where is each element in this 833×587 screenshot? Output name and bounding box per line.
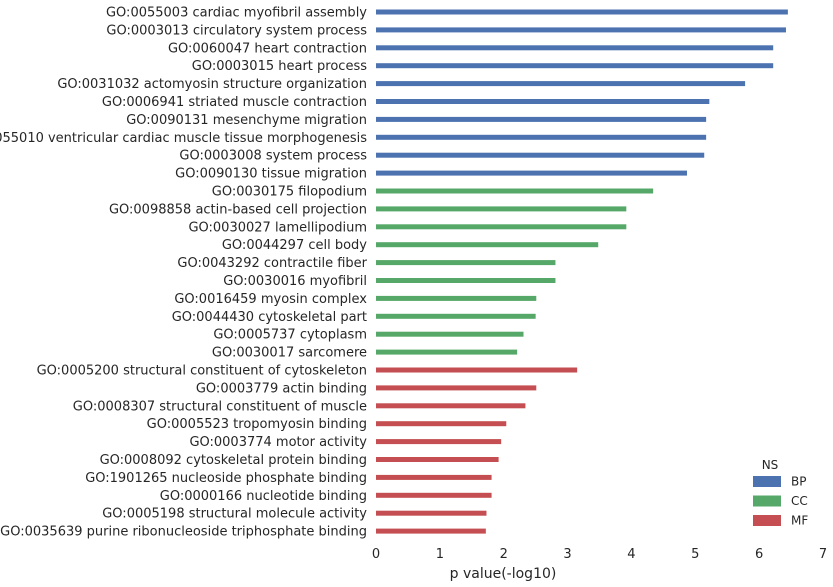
category-label: GO:0044430 cytoskeletal part: [172, 310, 367, 325]
bar: [376, 27, 786, 33]
category-label: GO:0030175 filopodium: [212, 185, 367, 200]
x-tick-label: 7: [819, 547, 827, 562]
x-tick-label: 5: [691, 547, 699, 562]
category-label: GO:0030016 myofibril: [223, 274, 367, 289]
category-label: GO:0008092 cytoskeletal protein binding: [100, 453, 367, 468]
category-label: GO:0090130 tissue migration: [175, 167, 367, 182]
category-label: GO:0043292 contractile fiber: [177, 256, 367, 271]
bar: [376, 439, 502, 445]
bar: [376, 331, 524, 337]
x-tick-label: 6: [755, 547, 763, 562]
legend-swatch: [753, 495, 781, 507]
category-label: GO:0003008 system process: [179, 149, 367, 164]
x-tick-label: 4: [627, 547, 635, 562]
category-label: GO:0044297 cell body: [222, 238, 367, 253]
bar: [376, 242, 599, 248]
category-label: GO:0060047 heart contraction: [168, 41, 367, 56]
category-label: GO:0003779 actin binding: [196, 381, 367, 396]
legend: NS BP CC MF: [753, 458, 808, 528]
legend-label: BP: [791, 475, 806, 489]
bar: [376, 421, 507, 427]
category-label: GO:0035639 purine ribonucleoside triphos…: [0, 525, 367, 540]
bar: [376, 206, 627, 212]
bar: [376, 457, 499, 462]
category-label: GO:0003013 circulatory system process: [106, 23, 367, 38]
bar: [376, 99, 710, 104]
bar: [376, 492, 492, 498]
legend-label: MF: [791, 514, 808, 528]
x-tick-label: 0: [372, 547, 380, 562]
legend-title: NS: [762, 458, 779, 472]
category-label: GO:0005198 structural molecule activity: [102, 507, 367, 522]
x-axis-label: p value(-log10): [450, 566, 557, 582]
bar: [376, 260, 556, 266]
category-label: GO:0055010 ventricular cardiac muscle ti…: [0, 131, 367, 146]
category-label: GO:0003015 heart process: [192, 59, 367, 74]
legend-swatch: [753, 476, 781, 487]
bar: [376, 295, 537, 301]
bar: [376, 63, 774, 69]
bar: [376, 134, 707, 140]
bar: [376, 528, 486, 534]
legend-label: CC: [791, 494, 808, 508]
category-labels: GO:0055003 cardiac myofibril assembly GO:…: [0, 6, 368, 540]
category-label: GO:0090131 mesenchyme migration: [126, 113, 367, 128]
category-label: GO:0000166 nucleotide binding: [160, 489, 367, 504]
bar: [376, 313, 536, 319]
legend-swatch: [753, 515, 781, 526]
bar: [376, 349, 518, 355]
bar: [376, 152, 705, 158]
bar: [376, 510, 487, 516]
category-label: GO:0055003 cardiac myofibril assembly: [106, 6, 367, 21]
category-label: GO:0005737 cytoplasm: [213, 328, 367, 343]
bar: [376, 188, 654, 194]
category-label: GO:0098858 actin-based cell projection: [109, 202, 367, 217]
bar: [376, 367, 578, 373]
category-label: GO:0003774 motor activity: [189, 435, 367, 450]
bar: [376, 116, 707, 122]
category-label: GO:0005523 tropomyosin binding: [147, 417, 367, 432]
category-label: GO:0005200 structural constituent of cyt…: [37, 364, 367, 379]
category-label: GO:0006941 striated muscle contraction: [102, 95, 367, 110]
bar: [376, 385, 537, 391]
category-label: GO:1901265 nucleoside phosphate binding: [85, 471, 367, 486]
bar: [376, 403, 526, 409]
bar: [376, 9, 788, 15]
category-label: GO:0008307 structural constituent of mus…: [73, 399, 367, 414]
x-tick-label: 1: [436, 547, 444, 562]
x-tick-label: 3: [563, 547, 571, 562]
category-label: GO:0030017 sarcomere: [212, 346, 367, 361]
category-label: GO:0030027 lamellipodium: [188, 220, 367, 235]
x-tick-label: 2: [500, 547, 508, 562]
category-label: GO:0016459 myosin complex: [174, 292, 367, 307]
bar: [376, 278, 556, 283]
bar: [376, 474, 492, 480]
bar: [376, 81, 746, 87]
x-axis-ticks: 0 1 2 3 4 5 6 7: [372, 547, 827, 562]
bar: [376, 170, 687, 176]
bar: [376, 224, 627, 230]
category-label: GO:0031032 actomyosin structure organiza…: [57, 77, 367, 92]
bars: [376, 9, 788, 534]
bar: [376, 45, 774, 51]
